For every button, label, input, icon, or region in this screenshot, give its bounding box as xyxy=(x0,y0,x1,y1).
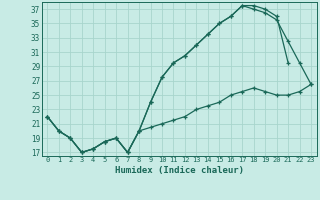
X-axis label: Humidex (Indice chaleur): Humidex (Indice chaleur) xyxy=(115,166,244,175)
